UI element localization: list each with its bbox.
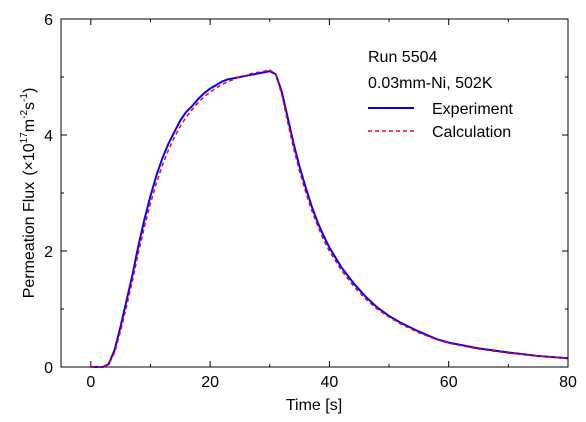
legend: Experiment Calculation: [368, 101, 513, 141]
y-axis-label-main: Permeation Flux: [21, 182, 38, 299]
y-axis-unit-suffix: ): [21, 88, 38, 93]
condition-annotation: 0.03mm-Ni, 502K: [368, 75, 493, 92]
x-axis-label: Time [s]: [286, 397, 342, 414]
y-axis-label: Permeation Flux (×1017m-2s-1): [19, 88, 38, 299]
y-tick-label: 6: [44, 12, 53, 29]
y-axis-unit-s: s: [21, 102, 38, 110]
y-axis-unit-prefix: (×10: [21, 143, 38, 176]
tick-layer: 0 20 40 60 80 0 2 4 6: [44, 12, 577, 391]
y-axis-unit-m: m: [21, 119, 38, 132]
run-annotation: Run 5504: [368, 49, 437, 66]
x-tick-label: 80: [559, 374, 577, 391]
y-tick-label: 2: [44, 244, 53, 261]
x-tick-label: 40: [321, 374, 339, 391]
y-tick-label: 4: [44, 128, 53, 145]
y-axis-unit-exp2: -2: [19, 110, 30, 119]
x-tick-label: 0: [86, 374, 95, 391]
y-axis-unit-exp3: -1: [19, 93, 30, 102]
plot-frame: [60, 18, 569, 368]
y-tick-label: 0: [44, 360, 53, 377]
x-tick-label: 20: [201, 374, 219, 391]
series-layer: [90, 69, 569, 368]
legend-calculation-label: Calculation: [432, 124, 511, 141]
experiment-series-line: [90, 70, 569, 368]
legend-experiment-label: Experiment: [432, 101, 513, 118]
calculation-series-line: [90, 69, 569, 368]
y-axis-unit-exp: 17: [19, 132, 30, 144]
x-tick-label: 60: [440, 374, 458, 391]
